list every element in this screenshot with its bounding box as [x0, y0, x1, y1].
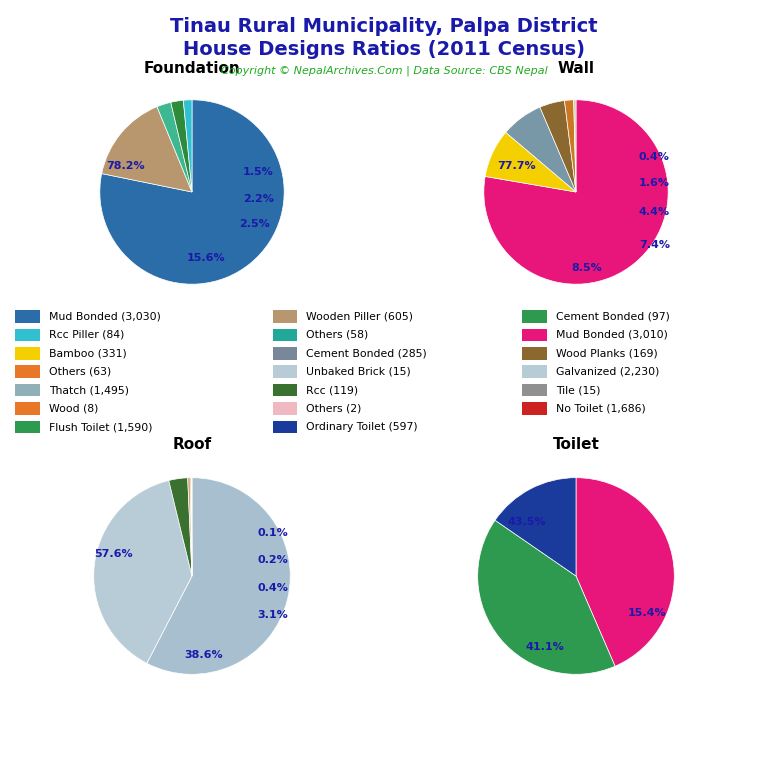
Bar [522, 329, 547, 341]
Wedge shape [94, 481, 192, 664]
Title: Foundation: Foundation [144, 61, 240, 75]
Bar [15, 384, 40, 396]
Text: Ordinary Toilet (597): Ordinary Toilet (597) [306, 422, 418, 432]
Text: Others (63): Others (63) [49, 366, 111, 377]
Text: Unbaked Brick (15): Unbaked Brick (15) [306, 366, 411, 377]
Text: 0.1%: 0.1% [257, 528, 288, 538]
Wedge shape [484, 100, 668, 284]
Wedge shape [157, 102, 192, 192]
Text: 0.2%: 0.2% [257, 555, 288, 565]
Text: 0.4%: 0.4% [639, 152, 670, 162]
Text: Bamboo (331): Bamboo (331) [49, 348, 127, 359]
Text: Mud Bonded (3,030): Mud Bonded (3,030) [49, 311, 161, 322]
Bar [15, 329, 40, 341]
Text: 7.4%: 7.4% [639, 240, 670, 250]
Bar [15, 421, 40, 433]
Text: Others (58): Others (58) [306, 329, 369, 340]
Text: 8.5%: 8.5% [571, 263, 602, 273]
Text: Cement Bonded (97): Cement Bonded (97) [556, 311, 670, 322]
Text: Mud Bonded (3,010): Mud Bonded (3,010) [556, 329, 668, 340]
Text: 41.1%: 41.1% [525, 642, 564, 652]
Text: 77.7%: 77.7% [497, 161, 535, 171]
Bar [522, 310, 547, 323]
Bar [15, 366, 40, 378]
Bar [15, 347, 40, 359]
Wedge shape [169, 478, 192, 576]
Text: Wood Planks (169): Wood Planks (169) [556, 348, 657, 359]
Text: 15.4%: 15.4% [627, 608, 666, 618]
Text: Wood (8): Wood (8) [49, 403, 98, 414]
Title: Wall: Wall [558, 61, 594, 75]
Title: Roof: Roof [173, 437, 211, 452]
Wedge shape [100, 100, 284, 284]
Bar [15, 310, 40, 323]
Bar [273, 421, 297, 433]
Wedge shape [147, 478, 290, 674]
Text: 4.4%: 4.4% [639, 207, 670, 217]
Text: Galvanized (2,230): Galvanized (2,230) [556, 366, 660, 377]
Wedge shape [574, 100, 576, 192]
Text: House Designs Ratios (2011 Census): House Designs Ratios (2011 Census) [183, 40, 585, 59]
Text: Tinau Rural Municipality, Palpa District: Tinau Rural Municipality, Palpa District [170, 17, 598, 36]
Text: Cement Bonded (285): Cement Bonded (285) [306, 348, 427, 359]
Text: 2.5%: 2.5% [240, 219, 270, 230]
Bar [522, 347, 547, 359]
Bar [522, 384, 547, 396]
Bar [522, 402, 547, 415]
Wedge shape [187, 478, 192, 576]
Wedge shape [564, 100, 576, 192]
Wedge shape [184, 100, 192, 192]
Text: Thatch (1,495): Thatch (1,495) [49, 385, 129, 396]
Wedge shape [170, 101, 192, 192]
Bar [273, 402, 297, 415]
Text: 1.6%: 1.6% [639, 177, 670, 188]
Bar [15, 402, 40, 415]
Wedge shape [506, 108, 576, 192]
Wedge shape [485, 132, 576, 192]
Bar [273, 366, 297, 378]
Text: Flush Toilet (1,590): Flush Toilet (1,590) [49, 422, 153, 432]
Text: 57.6%: 57.6% [94, 549, 133, 559]
Text: Tile (15): Tile (15) [556, 385, 601, 396]
Text: Wooden Piller (605): Wooden Piller (605) [306, 311, 413, 322]
Text: 1.5%: 1.5% [243, 167, 273, 177]
Text: 2.2%: 2.2% [243, 194, 274, 204]
Wedge shape [478, 520, 615, 674]
Wedge shape [101, 107, 192, 192]
Text: 3.1%: 3.1% [257, 611, 288, 621]
Wedge shape [495, 478, 576, 576]
Text: No Toilet (1,686): No Toilet (1,686) [556, 403, 646, 414]
Bar [273, 310, 297, 323]
Text: Others (2): Others (2) [306, 403, 362, 414]
Bar [273, 384, 297, 396]
Bar [522, 366, 547, 378]
Text: 38.6%: 38.6% [184, 650, 223, 660]
Text: Rcc (119): Rcc (119) [306, 385, 359, 396]
Bar [273, 347, 297, 359]
Title: Toilet: Toilet [552, 437, 600, 452]
Text: 0.4%: 0.4% [257, 583, 288, 593]
Text: 43.5%: 43.5% [508, 517, 546, 527]
Text: 15.6%: 15.6% [187, 253, 225, 263]
Text: Rcc Piller (84): Rcc Piller (84) [49, 329, 124, 340]
Bar [273, 329, 297, 341]
Wedge shape [540, 101, 576, 192]
Wedge shape [576, 478, 674, 666]
Text: 78.2%: 78.2% [106, 161, 145, 171]
Wedge shape [190, 478, 192, 576]
Text: Copyright © NepalArchives.Com | Data Source: CBS Nepal: Copyright © NepalArchives.Com | Data Sou… [220, 65, 548, 76]
